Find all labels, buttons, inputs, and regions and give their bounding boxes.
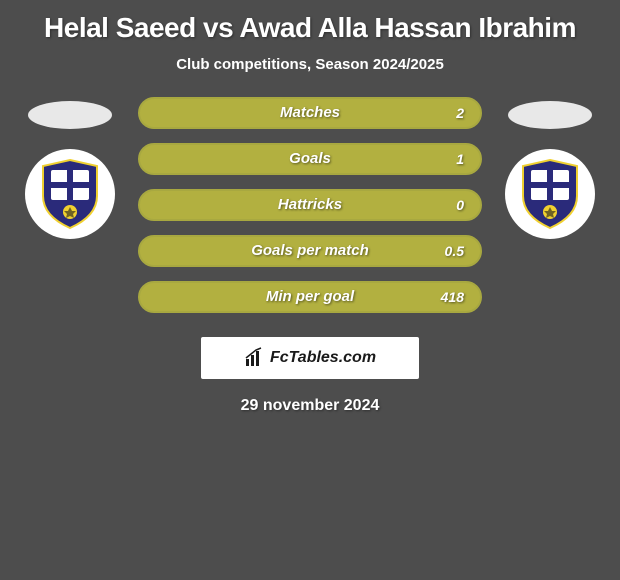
stat-label: Goals [289,150,331,167]
stat-label: Min per goal [266,288,354,305]
player-left-club-crest [25,149,115,239]
stat-right-value: 418 [441,289,464,305]
player-right-column [500,97,600,239]
stat-right-value: 0.5 [445,243,464,259]
comparison-row: Matches 2 Goals 1 Hattricks 0 Goals per match 0… [20,97,600,313]
shield-icon [519,158,581,230]
bar-chart-icon [244,347,266,369]
stat-bar: Goals per match 0.5 [138,235,482,267]
player-left-face-placeholder [28,101,112,129]
player-right-club-crest [505,149,595,239]
brand-badge: FcTables.com [201,337,419,379]
shield-icon [39,158,101,230]
stat-right-value: 1 [456,151,464,167]
brand-text: FcTables.com [270,349,376,367]
stat-right-value: 2 [456,105,464,121]
player-left-column [20,97,120,239]
stat-bar: Goals 1 [138,143,482,175]
stats-list: Matches 2 Goals 1 Hattricks 0 Goals per match 0… [138,97,482,313]
footer: FcTables.com 29 november 2024 [20,337,600,415]
stat-bar: Min per goal 418 [138,281,482,313]
date-text: 29 november 2024 [241,397,380,415]
stat-bar: Hattricks 0 [138,189,482,221]
stat-label: Matches [280,104,340,121]
stat-label: Hattricks [278,196,342,213]
page-title: Helal Saeed vs Awad Alla Hassan Ibrahim [20,0,600,50]
subtitle: Club competitions, Season 2024/2025 [20,50,600,97]
stat-right-value: 0 [456,197,464,213]
player-right-face-placeholder [508,101,592,129]
stat-label: Goals per match [251,242,369,259]
stat-bar: Matches 2 [138,97,482,129]
